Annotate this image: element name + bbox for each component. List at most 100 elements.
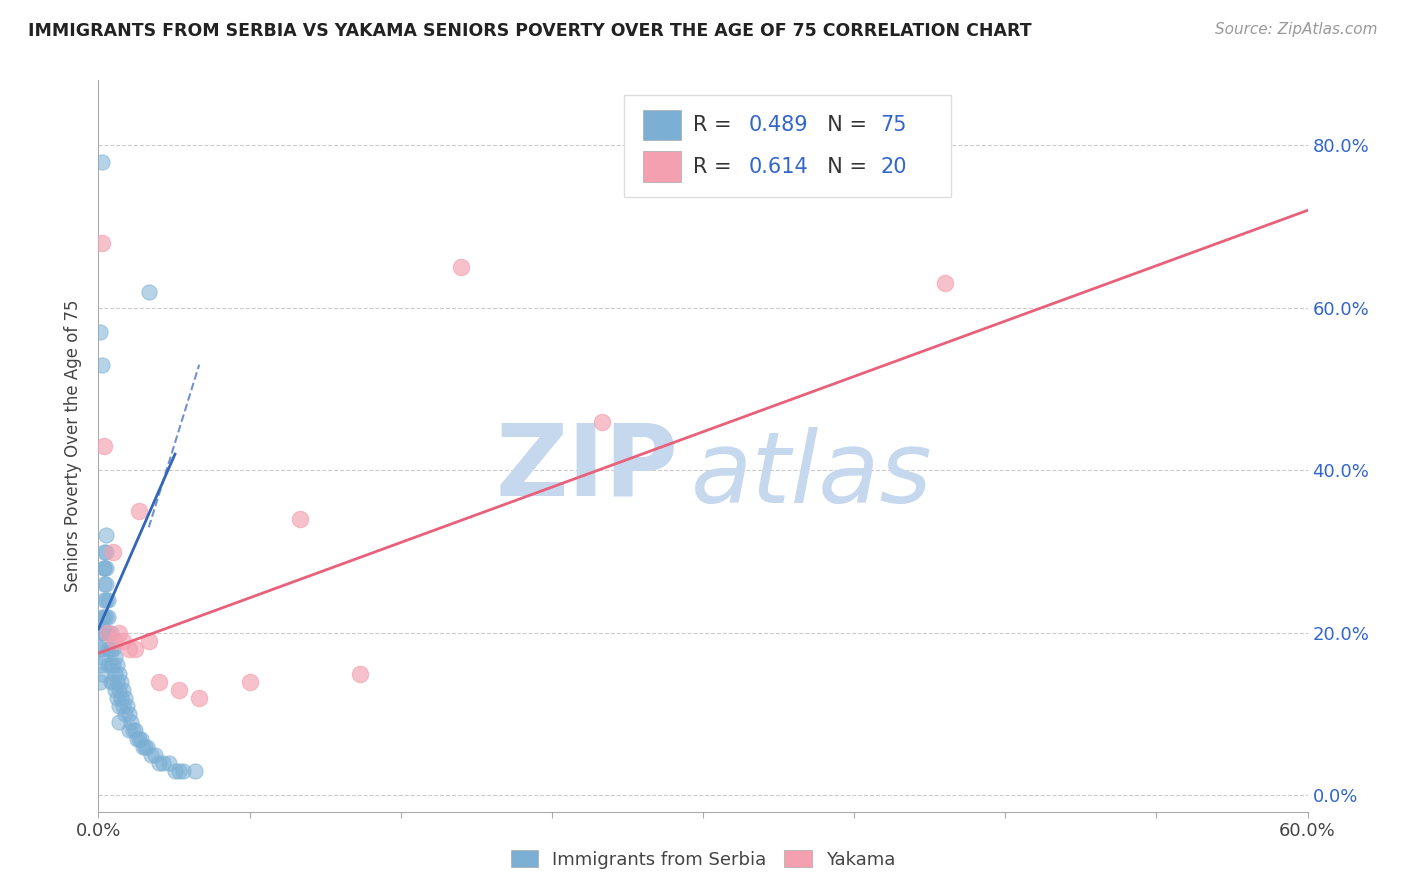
Point [138, 634, 160, 648]
Point [128, 504, 150, 518]
Point [138, 285, 160, 299]
Point [167, 682, 190, 697]
Point [100, 626, 122, 640]
Point [96, 528, 118, 542]
Point [97, 626, 120, 640]
Point [114, 690, 136, 705]
Text: 20: 20 [880, 157, 907, 177]
Point [93, 544, 115, 558]
Point [89, 674, 111, 689]
Point [91, 650, 114, 665]
Point [89, 658, 111, 673]
Point [89, 325, 111, 339]
Point [125, 731, 148, 746]
Point [157, 756, 180, 770]
Point [152, 756, 174, 770]
Point [91, 154, 114, 169]
Point [89, 642, 111, 657]
Point [107, 666, 129, 681]
Point [100, 658, 122, 673]
Point [148, 674, 170, 689]
Point [93, 626, 115, 640]
Point [96, 609, 118, 624]
Point [148, 756, 170, 770]
Point [288, 512, 311, 526]
Text: N =: N = [814, 157, 875, 177]
Point [101, 544, 124, 558]
Point [91, 358, 114, 372]
Text: R =: R = [693, 157, 738, 177]
Point [91, 642, 114, 657]
Point [100, 674, 122, 689]
Text: atlas: atlas [690, 426, 932, 524]
Point [93, 561, 115, 575]
Point [184, 764, 207, 778]
Point [591, 415, 613, 429]
Point [93, 561, 115, 575]
Point [107, 682, 129, 697]
Point [107, 699, 129, 714]
Point [132, 739, 155, 754]
Point [97, 642, 120, 657]
Point [103, 634, 125, 648]
Point [101, 674, 124, 689]
Point [239, 674, 262, 689]
Point [167, 764, 190, 778]
Text: N =: N = [814, 115, 875, 135]
FancyBboxPatch shape [624, 95, 950, 197]
Point [105, 690, 128, 705]
Text: 75: 75 [880, 115, 907, 135]
Point [128, 731, 150, 746]
Point [139, 747, 162, 762]
Text: 0.489: 0.489 [749, 115, 808, 135]
Point [97, 626, 120, 640]
Point [93, 593, 115, 607]
FancyBboxPatch shape [643, 110, 682, 140]
Y-axis label: Seniors Poverty Over the Age of 75: Seniors Poverty Over the Age of 75 [65, 300, 83, 592]
Point [120, 715, 142, 730]
Point [107, 626, 129, 640]
Point [93, 439, 115, 453]
Point [124, 642, 146, 657]
Point [97, 658, 120, 673]
Point [114, 707, 136, 722]
Point [129, 731, 152, 746]
Point [96, 577, 118, 591]
Point [134, 739, 156, 754]
Point [103, 650, 125, 665]
Point [93, 609, 115, 624]
Point [101, 642, 124, 657]
Point [96, 561, 118, 575]
Point [105, 658, 128, 673]
Point [103, 682, 125, 697]
Point [89, 626, 111, 640]
Point [111, 682, 134, 697]
Point [934, 277, 956, 291]
Point [96, 544, 118, 558]
Point [96, 593, 118, 607]
Point [450, 260, 472, 275]
Legend: Immigrants from Serbia, Yakama: Immigrants from Serbia, Yakama [503, 843, 903, 876]
Point [97, 609, 120, 624]
Point [103, 666, 125, 681]
Point [93, 577, 115, 591]
Point [349, 666, 371, 681]
Text: 0.614: 0.614 [749, 157, 808, 177]
Text: R =: R = [693, 115, 738, 135]
Point [143, 747, 166, 762]
Text: ZIP: ZIP [496, 419, 679, 516]
Point [101, 658, 124, 673]
Point [91, 666, 114, 681]
Point [97, 593, 120, 607]
Point [135, 739, 157, 754]
Point [111, 634, 134, 648]
Text: IMMIGRANTS FROM SERBIA VS YAKAMA SENIORS POVERTY OVER THE AGE OF 75 CORRELATION : IMMIGRANTS FROM SERBIA VS YAKAMA SENIORS… [28, 22, 1032, 40]
Point [188, 690, 211, 705]
Point [111, 699, 134, 714]
Point [121, 723, 143, 738]
Point [107, 715, 129, 730]
Point [110, 690, 132, 705]
Point [100, 642, 122, 657]
Point [115, 699, 138, 714]
Point [172, 764, 194, 778]
